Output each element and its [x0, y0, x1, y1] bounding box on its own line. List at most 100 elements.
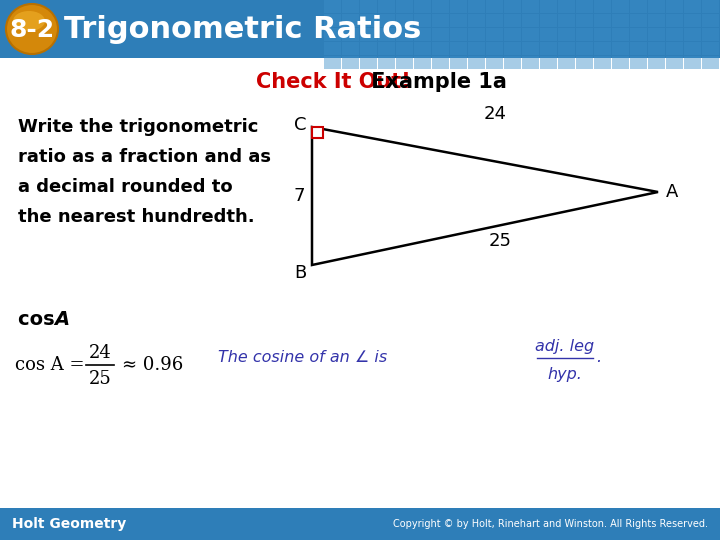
Text: the nearest hundredth.: the nearest hundredth. — [18, 208, 255, 226]
Bar — [648, 42, 665, 55]
Bar — [360, 56, 377, 69]
Bar — [684, 56, 701, 69]
Bar — [0, 508, 720, 540]
Bar — [594, 14, 611, 27]
Bar — [702, 14, 719, 27]
Bar — [522, 28, 539, 41]
Bar — [666, 28, 683, 41]
Bar — [324, 28, 341, 41]
Bar — [414, 28, 431, 41]
Bar — [396, 56, 413, 69]
Bar — [342, 14, 359, 27]
Bar — [558, 0, 575, 13]
Bar — [396, 42, 413, 55]
Bar — [522, 56, 539, 69]
Bar — [630, 14, 647, 27]
Text: The cosine of an ∠ is: The cosine of an ∠ is — [218, 349, 387, 364]
Bar — [630, 42, 647, 55]
Bar — [702, 56, 719, 69]
Bar — [450, 56, 467, 69]
Bar — [342, 56, 359, 69]
Bar — [450, 28, 467, 41]
Bar — [630, 56, 647, 69]
Bar — [468, 28, 485, 41]
Text: cos: cos — [18, 310, 61, 329]
Bar — [504, 28, 521, 41]
Bar — [522, 14, 539, 27]
Bar — [576, 14, 593, 27]
Bar — [342, 0, 359, 13]
Text: 25: 25 — [488, 233, 511, 251]
Bar — [360, 0, 377, 13]
Bar — [324, 0, 341, 13]
Bar — [648, 14, 665, 27]
Bar — [324, 14, 341, 27]
Bar — [540, 14, 557, 27]
Bar — [360, 28, 377, 41]
Text: 24: 24 — [484, 105, 506, 123]
Bar — [648, 0, 665, 13]
Bar — [360, 42, 377, 55]
Bar — [504, 0, 521, 13]
Bar — [468, 42, 485, 55]
Bar — [450, 14, 467, 27]
Bar — [378, 42, 395, 55]
Bar — [576, 56, 593, 69]
Bar — [594, 42, 611, 55]
Ellipse shape — [6, 4, 58, 54]
Bar — [414, 42, 431, 55]
Bar — [702, 42, 719, 55]
Bar — [558, 28, 575, 41]
Bar — [342, 42, 359, 55]
Bar — [630, 0, 647, 13]
Bar — [432, 0, 449, 13]
Bar — [576, 0, 593, 13]
Text: Example 1a: Example 1a — [364, 72, 507, 92]
Text: adj. leg: adj. leg — [536, 340, 595, 354]
Bar — [342, 28, 359, 41]
Bar — [324, 42, 341, 55]
Bar — [504, 42, 521, 55]
Bar — [486, 56, 503, 69]
Bar — [702, 0, 719, 13]
Bar — [666, 42, 683, 55]
Bar — [396, 0, 413, 13]
Text: .: . — [596, 350, 601, 366]
Text: cos A =: cos A = — [15, 356, 90, 374]
Text: A: A — [666, 183, 678, 201]
Bar — [324, 56, 341, 69]
Bar — [468, 56, 485, 69]
Bar — [558, 14, 575, 27]
Text: 25: 25 — [89, 370, 112, 388]
Bar — [414, 14, 431, 27]
Bar — [522, 0, 539, 13]
Bar — [702, 28, 719, 41]
Bar — [414, 0, 431, 13]
Bar — [486, 28, 503, 41]
Bar — [432, 42, 449, 55]
Text: Trigonometric Ratios: Trigonometric Ratios — [64, 16, 421, 44]
Bar — [594, 56, 611, 69]
Bar — [378, 0, 395, 13]
Bar — [594, 0, 611, 13]
Bar — [684, 28, 701, 41]
Bar — [468, 14, 485, 27]
Bar — [558, 56, 575, 69]
Bar — [666, 0, 683, 13]
Bar — [648, 28, 665, 41]
Bar — [612, 42, 629, 55]
Bar — [666, 56, 683, 69]
Bar — [450, 0, 467, 13]
Text: 24: 24 — [89, 344, 112, 362]
Bar — [666, 14, 683, 27]
Bar — [312, 127, 323, 138]
Bar — [0, 0, 720, 58]
Bar — [558, 42, 575, 55]
Text: A: A — [54, 310, 69, 329]
Bar — [360, 14, 377, 27]
Text: 8-2: 8-2 — [9, 18, 55, 42]
Bar — [504, 14, 521, 27]
Text: 7: 7 — [293, 187, 305, 205]
Bar — [684, 14, 701, 27]
Bar — [540, 0, 557, 13]
